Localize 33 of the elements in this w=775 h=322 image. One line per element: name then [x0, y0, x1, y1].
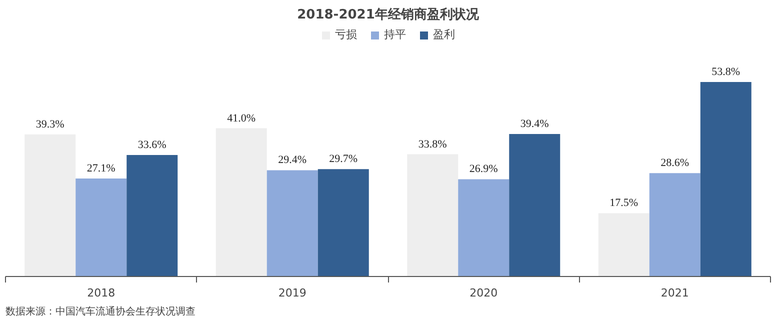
legend-label: 亏损: [335, 27, 357, 42]
data-label: 29.7%: [329, 153, 358, 166]
data-label: 39.4%: [520, 118, 549, 130]
data-label: 41.0%: [227, 112, 256, 124]
bar: [216, 128, 267, 276]
data-label: 53.8%: [712, 66, 740, 78]
bar: [700, 82, 752, 276]
data-label: 39.3%: [36, 118, 64, 130]
bar: [24, 134, 76, 276]
legend-label: 持平: [384, 27, 406, 42]
legend-label: 盈利: [433, 27, 455, 42]
x-tick-label: 2019: [278, 286, 306, 300]
bar: [458, 179, 510, 276]
bar: [266, 170, 318, 276]
data-label: 29.4%: [278, 154, 307, 166]
bar: [126, 155, 178, 276]
bar: [407, 154, 458, 276]
x-tick-label: 2018: [87, 286, 116, 300]
data-label: 33.6%: [138, 139, 166, 152]
data-label: 17.5%: [610, 197, 638, 210]
data-label: 26.9%: [469, 163, 498, 176]
data-label: 28.6%: [660, 157, 690, 170]
bar: [76, 178, 127, 276]
bar: [318, 169, 369, 276]
bar: [509, 134, 560, 276]
bar: [598, 213, 650, 276]
data-label: 33.8%: [418, 138, 447, 150]
bar: [649, 173, 700, 276]
x-tick-label: 2021: [660, 286, 689, 300]
source-note: 数据来源：中国汽车流通协会生存状况调查: [6, 306, 196, 318]
data-label: 27.1%: [86, 162, 116, 175]
x-tick-label: 2020: [470, 286, 498, 300]
chart-title: 2018-2021年经销商盈利状况: [297, 6, 480, 22]
